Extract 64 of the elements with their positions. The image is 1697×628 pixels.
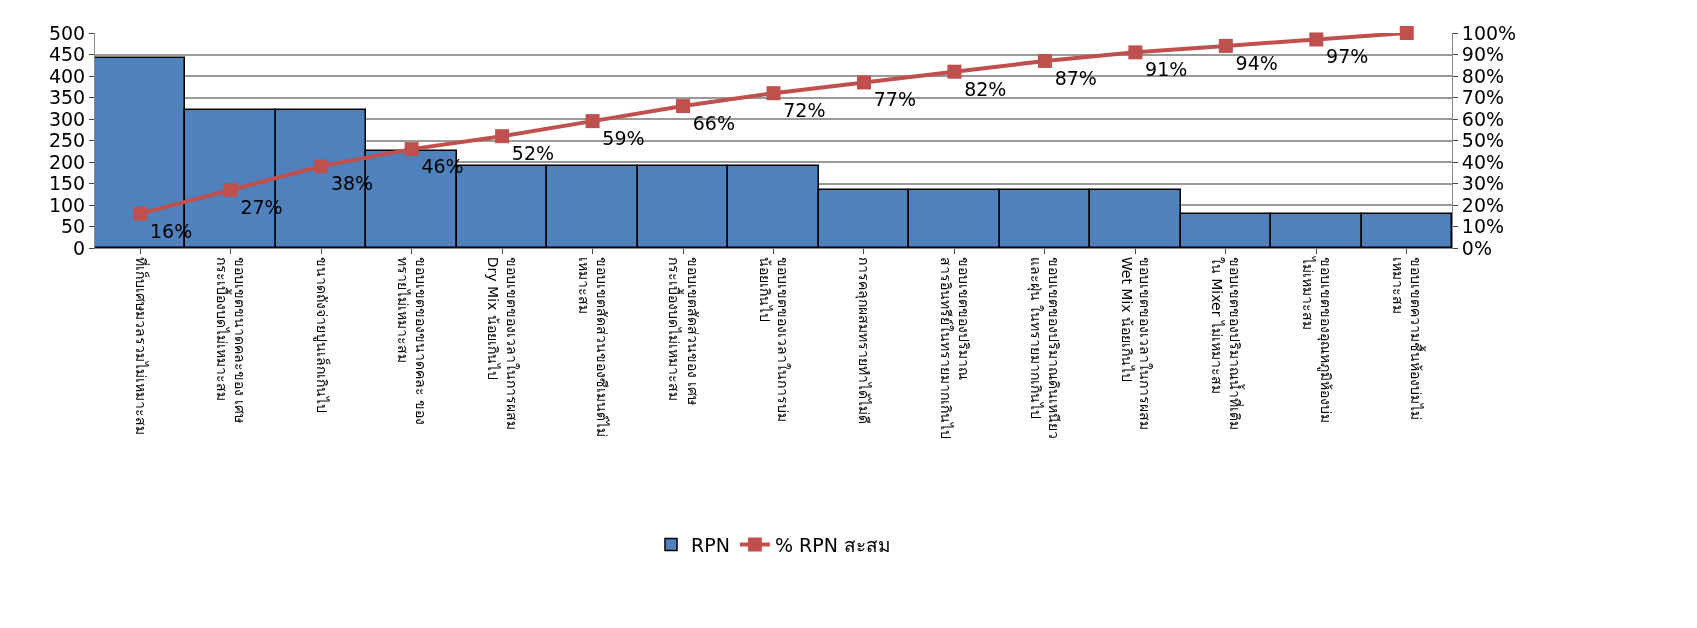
x-tick-label: ขอบเขตของปริมาณ สารอินทรีย์ในทรายมากเกินไป xyxy=(937,256,972,439)
point xyxy=(766,86,781,101)
x-tick-label: ขอบเขตของปริมาณดินเหนียว และฝุ่น ในทรายมากเกินไป xyxy=(1027,256,1063,439)
point xyxy=(856,75,871,90)
x-tick-label: ขอบเขตของเวลาในการผสม Wet Mix น้อยเกินไป xyxy=(1118,256,1153,430)
data-label: 94% xyxy=(1235,51,1278,74)
point xyxy=(1218,38,1233,53)
point xyxy=(1128,45,1143,60)
x-tick-label: ขอบเขตขนาดคละของ เศษ กระเบื้องบดไม่เหมาะสม xyxy=(214,256,249,424)
point xyxy=(1399,26,1414,40)
data-label: 52% xyxy=(511,142,555,165)
legend-label: % RPN สะสม xyxy=(774,533,891,556)
y-tick-label: 200 xyxy=(48,150,86,173)
data-label: 66% xyxy=(692,112,736,135)
data-label: 82% xyxy=(964,77,1007,100)
legend-label: RPN xyxy=(691,533,730,556)
y-tick-label: 100 xyxy=(48,193,86,216)
point xyxy=(314,159,329,174)
x-tick-label: ขอบเขตสัดส่วนของ เศษ กระเบื้องบดไม่เหมาะสม xyxy=(666,256,701,406)
y2-tick-label: 100% xyxy=(1461,21,1517,44)
y-tick-label: 0 xyxy=(73,236,86,259)
x-tick-label: การคลุกผสมทรายทำได้ไม่ดี xyxy=(855,256,873,424)
point xyxy=(676,99,691,114)
y2-tick-label: 70% xyxy=(1461,86,1505,109)
x-tick-label: ขอบเขตของเวลาในการผสม Dry Mix น้อยเกินไป xyxy=(485,256,520,430)
x-tick-label: ขอบเขตของอุณหภูมิห้องบ่ม ไม่เหมาะสม xyxy=(1299,255,1334,423)
x-tick-label: ขนาดถังจ่ายปูนเล็กเกินไป xyxy=(312,256,331,413)
data-label: 77% xyxy=(873,88,916,111)
y-tick-label: 250 xyxy=(48,129,86,152)
point xyxy=(1309,32,1324,47)
data-label: 59% xyxy=(602,127,645,150)
data-label: 97% xyxy=(1326,45,1369,68)
y2-tick-label: 0% xyxy=(1461,236,1492,259)
y-tick-label: 50 xyxy=(61,215,86,238)
y-tick-label: 350 xyxy=(48,86,86,109)
y2-tick-label: 60% xyxy=(1461,107,1505,130)
y2-tick-label: 40% xyxy=(1461,150,1505,173)
data-label: 72% xyxy=(783,99,826,122)
point xyxy=(947,64,962,79)
point xyxy=(1037,53,1052,68)
y-tick-label: 300 xyxy=(48,107,86,130)
y-tick-label: 450 xyxy=(48,43,86,66)
x-tick-label: ที่เก็บเศษมวลรวมไม่เหมาะสม xyxy=(132,256,150,435)
y-tick-label: 500 xyxy=(48,21,86,44)
data-label: 91% xyxy=(1145,58,1188,81)
y2-tick-label: 50% xyxy=(1461,129,1505,152)
x-tick-label: ขอบเขตของปริมาณน้ำที่เติม ใน Mixer ไม่เหมาะสม xyxy=(1209,256,1246,430)
x-tick-label: ขอบเขตของขนาดคละ ของ ทรายไม่เหมาะสม xyxy=(394,256,430,426)
point xyxy=(404,142,419,157)
point xyxy=(223,182,238,197)
x-tick-label: ขอบเขตสัดส่วนของซีเมนต์ไม่ เหมาะสม xyxy=(575,256,611,437)
point xyxy=(133,206,148,221)
y-tick-label: 150 xyxy=(48,172,86,195)
point xyxy=(585,114,600,129)
y2-tick-label: 90% xyxy=(1461,43,1505,66)
x-tick-label: ขอบเขตความชื้นห้องบ่มไม่ เหมาะสม xyxy=(1390,256,1427,420)
y-tick-label: 400 xyxy=(48,64,86,87)
y2-tick-label: 30% xyxy=(1461,172,1505,195)
y2-tick-label: 10% xyxy=(1461,215,1505,238)
y2-tick-label: 80% xyxy=(1461,64,1505,87)
x-tick-label: ขอบเขตของเวลาในการบ่ม น้อยเกินไป xyxy=(756,256,792,422)
point xyxy=(495,129,510,144)
data-label: 87% xyxy=(1054,66,1097,89)
y2-tick-label: 20% xyxy=(1461,193,1505,216)
